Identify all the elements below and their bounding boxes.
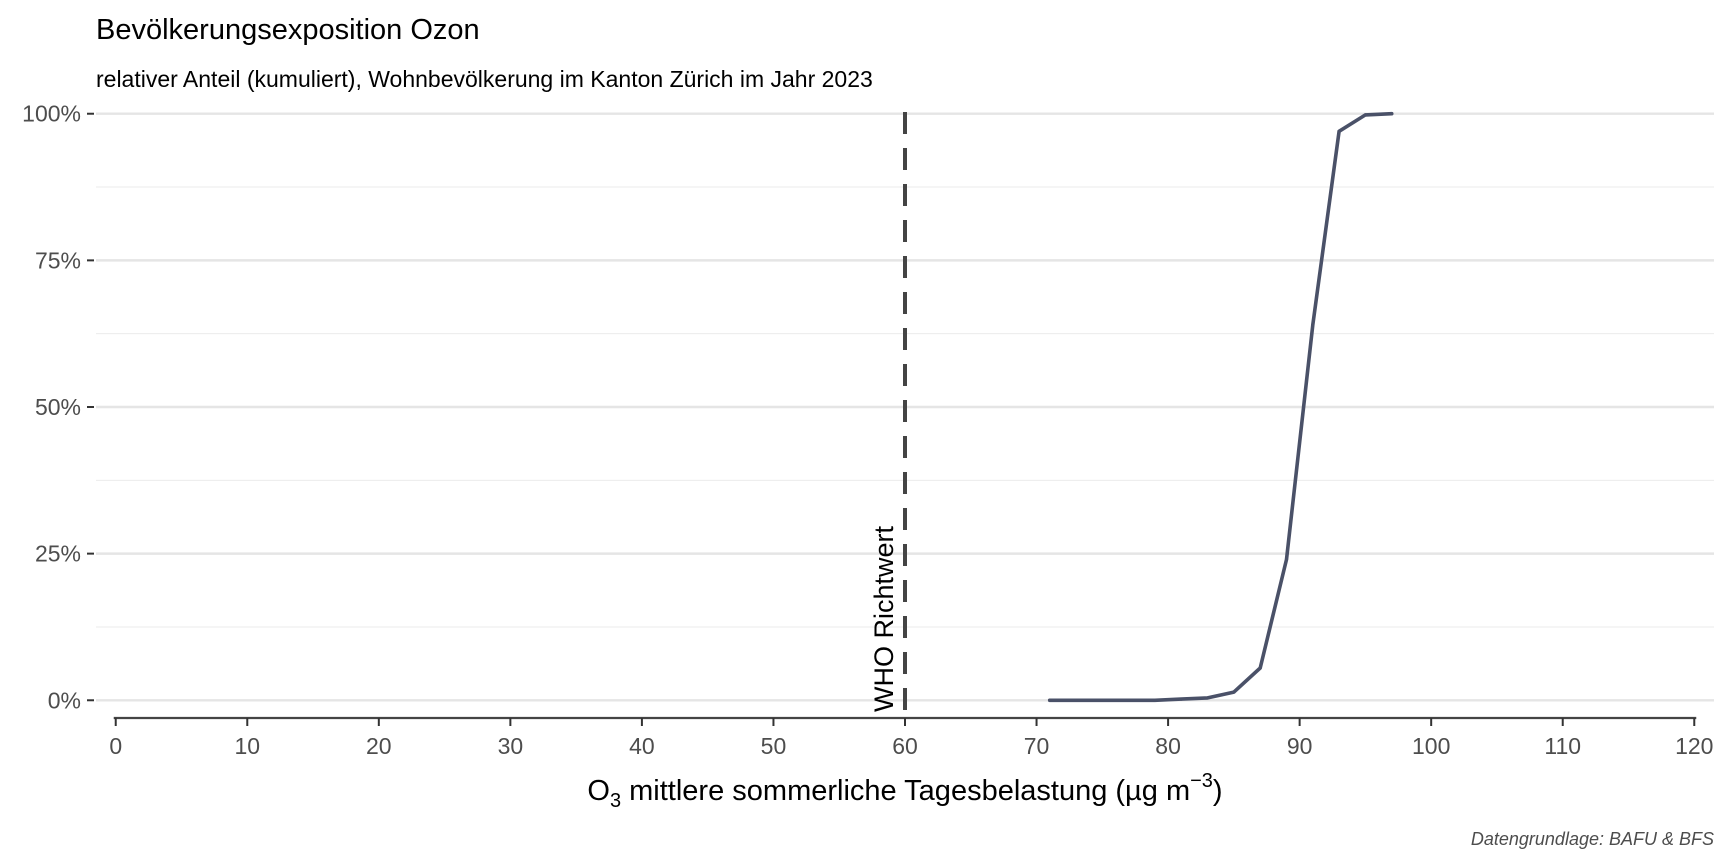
y-tick-label: 75% (35, 247, 81, 273)
x-axis-title-prefix: O (587, 775, 610, 807)
x-axis-title-superscript: −3 (1190, 770, 1213, 792)
cumulative-exposure-point (1100, 698, 1104, 702)
y-tick-label: 100% (22, 101, 81, 127)
cumulative-exposure-point (1337, 129, 1341, 133)
y-tick-label: 0% (48, 687, 81, 713)
axes: 0% 25% 50% 75% 100% 0 10 20 30 40 50 60 70 80 90 100 110… (22, 101, 1713, 759)
cumulative-exposure-point (1127, 698, 1131, 702)
cumulative-exposure-point (1311, 323, 1315, 327)
cumulative-exposure-point (1205, 696, 1210, 700)
x-tick-label: 100 (1412, 733, 1450, 759)
series-group (1047, 111, 1394, 703)
x-axis-title-suffix: ) (1213, 775, 1223, 807)
x-tick-label: 30 (498, 733, 524, 759)
cumulative-exposure-point (1048, 698, 1052, 702)
x-tick-label: 20 (366, 733, 392, 759)
x-axis-title-subscript: 3 (610, 790, 621, 812)
cumulative-exposure-point (1390, 112, 1394, 116)
y-tick-label: 25% (35, 541, 81, 567)
y-tick-label: 50% (35, 394, 81, 420)
x-axis-title: O3 mittlere sommerliche Tagesbelastung (… (587, 770, 1222, 812)
x-tick-label: 40 (629, 733, 655, 759)
cumulative-exposure-point (1363, 113, 1368, 117)
x-axis-title-main: mittlere sommerliche Tagesbelastung (µg … (621, 775, 1190, 807)
x-tick-label: 10 (234, 733, 260, 759)
who-reference-label: WHO Richtwert (869, 525, 899, 712)
x-tick-label: 0 (109, 733, 122, 759)
cumulative-exposure-point (1153, 698, 1157, 702)
chart-title: Bevölkerungsexposition Ozon (96, 14, 480, 46)
cumulative-exposure-point (1284, 557, 1289, 562)
cumulative-exposure-point (1074, 698, 1078, 702)
cumulative-exposure-point (1179, 697, 1183, 701)
cumulative-exposure-point (1258, 666, 1262, 670)
x-tick-label: 80 (1155, 733, 1181, 759)
cumulative-exposure-point (1232, 690, 1236, 694)
x-tick-label: 110 (1544, 733, 1581, 759)
reference-line-group: WHO Richtwert (869, 112, 907, 718)
x-tick-label: 50 (761, 733, 787, 759)
cumulative-exposure-line (1047, 111, 1394, 703)
x-tick-label: 60 (892, 733, 918, 759)
chart-subtitle: relativer Anteil (kumuliert), Wohnbevölk… (96, 66, 873, 92)
data-source-caption: Datengrundlage: BAFU & BFS (1471, 829, 1714, 849)
x-tick-label: 90 (1287, 733, 1313, 759)
x-tick-label: 120 (1675, 733, 1713, 759)
x-tick-label: 70 (1024, 733, 1050, 759)
